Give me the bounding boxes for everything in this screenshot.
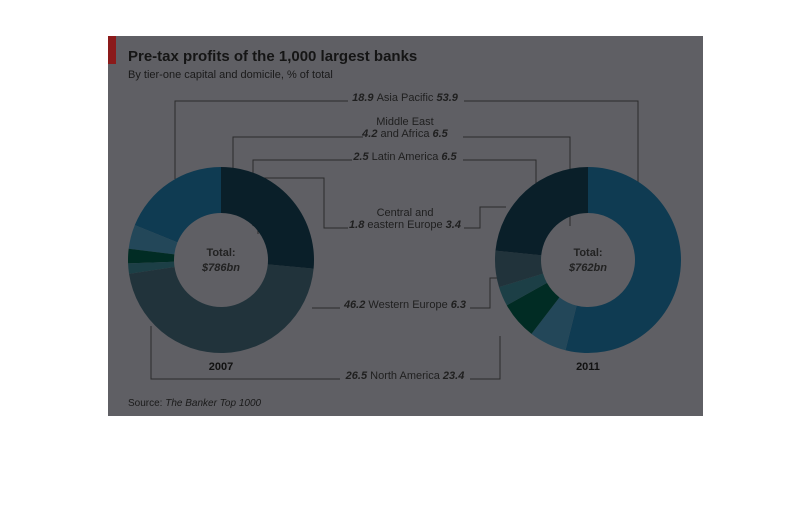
value-2007-middle-east-and-africa: 4.2 <box>361 128 380 140</box>
value-2007-central-and-eastern-europe: 1.8 <box>349 219 367 231</box>
slice-2007-middle-east-and-africa <box>128 225 178 255</box>
slice-2011-asia-pacific <box>565 167 682 353</box>
leader-line <box>464 206 506 229</box>
value-2007-north-america: 26.5 <box>345 370 370 382</box>
leader-line <box>464 100 639 186</box>
total-value-2007: $786bn <box>201 262 240 274</box>
slice-2011-north-america <box>495 167 588 256</box>
source-note: Source: The Banker Top 1000 <box>128 398 261 409</box>
category-label-western-europe: 46.2 Western Europe 6.3 <box>343 299 466 311</box>
value-2007-asia-pacific: 18.9 <box>352 92 376 104</box>
slice-2011-middle-east-and-africa <box>531 297 577 351</box>
category-label-central-and-eastern-europe: Central and 1.8 eastern Europe 3.4 <box>349 207 461 231</box>
leader-line <box>470 336 501 380</box>
leader-line <box>470 277 500 309</box>
slice-2007-latin-america <box>128 248 175 264</box>
category-label-asia-pacific: 18.9 Asia Pacific 53.9 <box>352 92 459 104</box>
accent-bar <box>108 36 116 64</box>
slice-2007-western-europe <box>129 264 314 353</box>
source-name: The Banker Top 1000 <box>165 398 262 409</box>
year-label-2007: 2007 <box>209 361 233 373</box>
slice-2011-western-europe <box>495 250 544 288</box>
value-2011-middle-east-and-africa: 6.5 <box>429 128 448 140</box>
value-2011-central-and-eastern-europe: 3.4 <box>443 219 461 231</box>
slice-2007-north-america <box>221 167 314 269</box>
value-2007-western-europe: 46.2 <box>343 299 368 311</box>
total-value-2011: $762bn <box>568 262 607 274</box>
slice-2007-asia-pacific <box>134 167 221 243</box>
value-2011-north-america: 23.4 <box>440 370 464 382</box>
leader-lines <box>150 100 639 380</box>
slice-2011-latin-america <box>506 282 560 334</box>
total-label-2011: Total: <box>573 247 602 259</box>
slice-2007-central-and-eastern-europe <box>128 261 175 274</box>
value-2007-latin-america: 2.5 <box>352 151 371 163</box>
slice-2011-central-and-eastern-europe <box>499 273 547 306</box>
value-2011-latin-america: 6.5 <box>438 151 457 163</box>
chart-title: Pre-tax profits of the 1,000 largest ban… <box>128 48 418 65</box>
chart-card: Pre-tax profits of the 1,000 largest ban… <box>108 36 703 416</box>
year-label-2011: 2011 <box>576 361 600 373</box>
category-label-north-america: 26.5 North America 23.4 <box>345 370 465 382</box>
donut-chart: Total: $786bn 2007 Total: $762bn 2011 18.9 As… <box>128 92 682 382</box>
leader-line <box>150 326 340 380</box>
source-label: Source: <box>128 398 163 409</box>
value-2011-asia-pacific: 53.9 <box>433 92 458 104</box>
total-label-2007: Total: <box>206 247 235 259</box>
leader-line <box>174 100 348 179</box>
value-2011-western-europe: 6.3 <box>448 299 466 311</box>
leader-line <box>463 159 537 186</box>
donut-rings: Total: $786bn 2007 Total: $762bn 2011 <box>128 167 682 373</box>
chart-subtitle: By tier-one capital and domicile, % of t… <box>128 69 333 81</box>
category-labels: 18.9 Asia Pacific 53.9 Middle East 4.2 and… <box>343 92 466 382</box>
category-label-middle-east-and-africa: Middle East 4.2 and Africa 6.5 <box>361 116 449 140</box>
category-label-latin-america: 2.5 Latin America 6.5 <box>352 151 457 163</box>
